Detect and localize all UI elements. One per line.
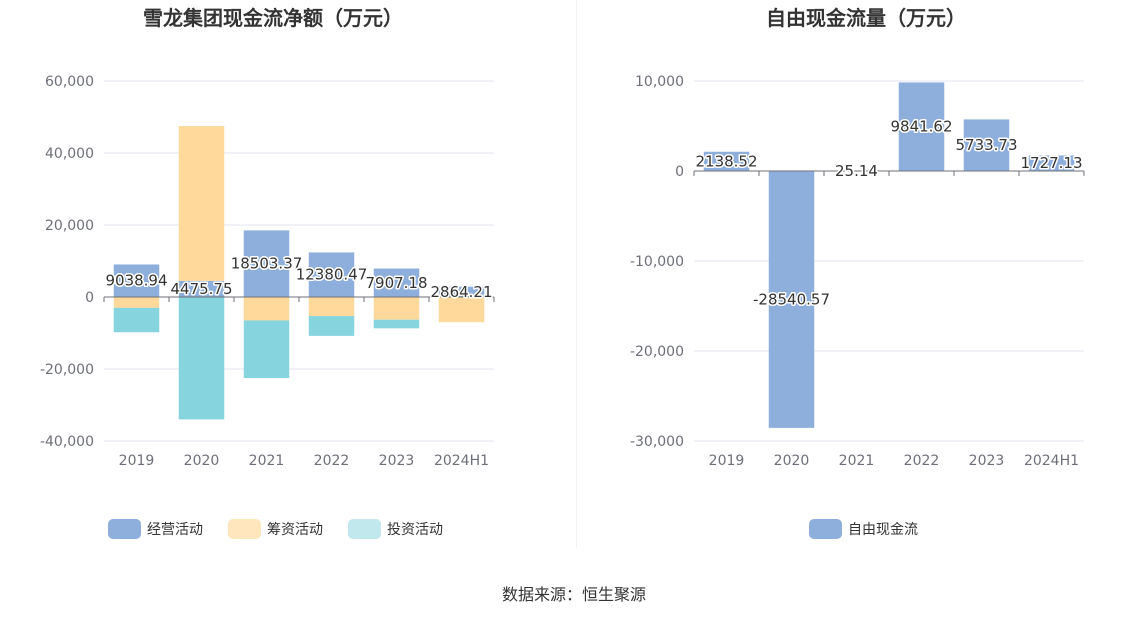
x-tick-label: 2019 [709,453,745,469]
cash-flow-net-chart: 雪龙集团现金流净额（万元） 60,000 40,000 20,000 0 -20,000 -… [40,6,495,539]
legend-swatch [348,519,381,539]
data-label: 9038.94 [105,272,167,290]
x-tick-label: 2019 [119,453,155,469]
bar [113,264,160,297]
y-tick-label: 60,000 [45,74,94,90]
legend-swatch [108,519,141,539]
bar [243,320,290,378]
free-cash-flow-chart: 自由现金流量（万元） 10,000 0 -10,000 -20,000 -30,000 20… [630,6,1085,539]
bar [308,316,355,336]
y-tick-label: 10,000 [635,74,684,90]
y-tick-label: -20,000 [40,362,94,378]
y-tick-label: -40,000 [40,434,94,450]
bar [243,297,290,321]
x-tick-label: 2024H1 [1024,453,1079,469]
bar [113,307,160,333]
x-tick-label: 2024H1 [434,453,489,469]
data-label: 7907.18 [365,274,427,292]
y-tick-label: 0 [85,290,94,306]
bar [438,297,485,323]
data-label: 2864.21 [430,283,492,301]
legend-label: 经营活动 [147,522,203,538]
bar [243,230,290,297]
x-tick-label: 2022 [904,453,940,469]
legend-swatch [809,519,842,539]
legend-item: 筹资活动 [228,519,323,539]
x-tick-label: 2023 [379,453,415,469]
data-label: 5733.73 [955,136,1017,154]
bar [178,297,225,420]
x-tick-label: 2020 [184,453,220,469]
bar [178,280,225,297]
data-label: -28540.57 [753,290,830,308]
bar [963,119,1010,171]
data-label: 25.14 [835,162,878,180]
data-label: 1727.13 [1020,154,1082,172]
x-tick-label: 2020 [774,453,810,469]
bar [1028,155,1075,171]
panel-divider [576,0,577,548]
y-tick-label: -20,000 [630,344,684,360]
data-label: 18503.37 [231,255,303,273]
bar [703,151,750,171]
x-tick-label: 2023 [969,453,1005,469]
legend-swatch [228,519,261,539]
y-tick-label: -30,000 [630,434,684,450]
legend-label: 筹资活动 [267,521,323,538]
bar [438,286,485,297]
bar [898,82,945,171]
x-tick-label: 2021 [839,453,875,469]
bar [373,319,420,329]
x-tick-label: 2022 [314,453,350,469]
y-tick-label: -10,000 [630,254,684,270]
bar [373,268,420,297]
legend-item: 投资活动 [348,519,443,539]
bar [308,297,355,317]
data-label: 9841.62 [890,118,952,136]
bar [113,297,160,308]
legend-label: 投资活动 [387,522,443,538]
data-label: 4475.75 [170,280,232,298]
chart-title: 自由现金流量（万元） [766,6,966,30]
legend-label: 自由现金流 [848,522,918,538]
y-tick-label: 40,000 [45,146,94,162]
data-label: 2138.52 [695,152,757,170]
bar [768,171,815,428]
bar [308,252,355,297]
legend-item: 自由现金流 [809,519,918,539]
data-label: 12380.47 [296,266,368,284]
bar [373,297,420,320]
data-source-note: 数据来源：恒生聚源 [501,585,646,604]
chart-title: 雪龙集团现金流净额（万元） [143,6,403,30]
bar [178,126,225,281]
x-tick-label: 2021 [249,453,285,469]
y-tick-label: 0 [675,164,684,180]
legend-item: 经营活动 [108,519,203,539]
y-tick-label: 20,000 [45,218,94,234]
